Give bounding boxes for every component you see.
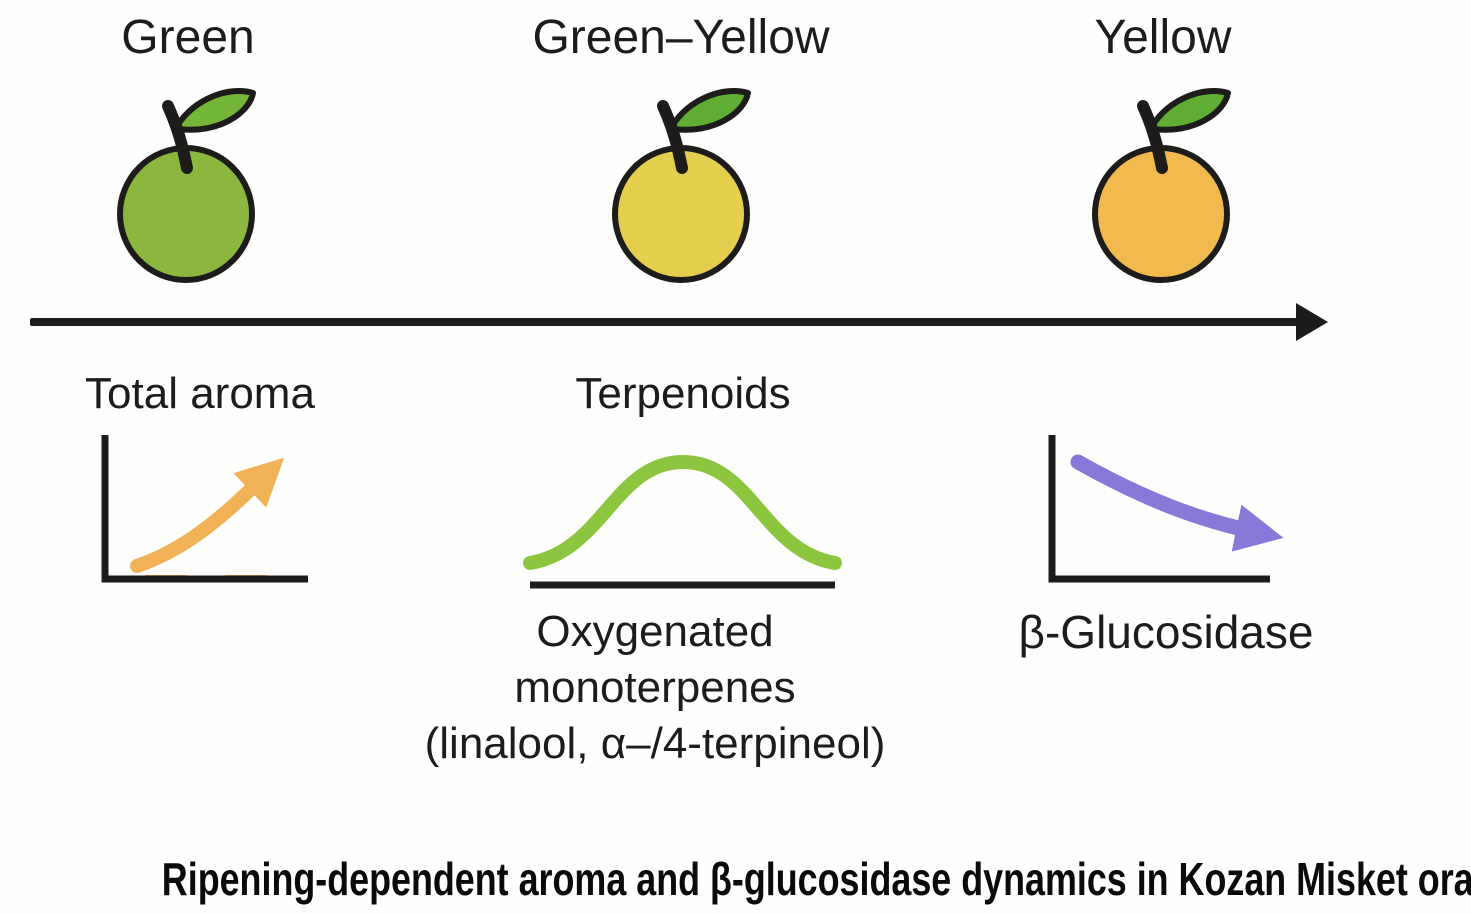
increasing-arrow-icon: [130, 457, 285, 573]
fruit-stem-icon: [657, 100, 688, 174]
fruit-leaf-icon: [174, 88, 256, 133]
fruit-leaf-icon: [669, 88, 751, 133]
fruit-icon-green-yellow: [612, 88, 751, 283]
stage-label-green: Green: [121, 11, 255, 64]
chart-axes: [101, 435, 308, 583]
terpenoids-caption-line-1: Oxygenated: [536, 607, 774, 656]
terpenoids-mini-chart: [523, 454, 842, 589]
fruit-icon-green: [117, 88, 256, 283]
terpenoids-caption-line-2: monoterpenes: [514, 663, 796, 712]
timeline-shaft: [30, 318, 1298, 326]
panel-title-terpenoids: Terpenoids: [575, 369, 791, 418]
chart-axes: [1048, 435, 1270, 583]
fruit-icon-yellow: [1092, 88, 1231, 283]
figure-caption: Ripening-dependent aroma and β-glucosida…: [161, 853, 1471, 905]
decreasing-arrow-icon: [1070, 454, 1284, 552]
bell-curve-icon: [523, 454, 842, 570]
stage-label-green-yellow: Green–Yellow: [532, 11, 830, 64]
fruit-stem-icon: [162, 100, 193, 174]
total-aroma-mini-chart: [101, 435, 308, 583]
beta-glucosidase-mini-chart: [1048, 435, 1284, 583]
fruit-leaf-icon: [1149, 88, 1231, 133]
terpenoids-caption: Oxygenated monoterpenes (linalool, α–/4-…: [405, 604, 905, 772]
panel-label-beta-glucosidase: β-Glucosidase: [1018, 606, 1314, 658]
terpenoids-caption-line-3: (linalool, α–/4-terpineol): [424, 719, 886, 768]
panel-title-total-aroma: Total aroma: [85, 369, 315, 418]
stage-label-yellow: Yellow: [1094, 11, 1232, 64]
timeline-arrowhead-icon: [1296, 303, 1328, 341]
fruit-stem-icon: [1137, 100, 1168, 174]
